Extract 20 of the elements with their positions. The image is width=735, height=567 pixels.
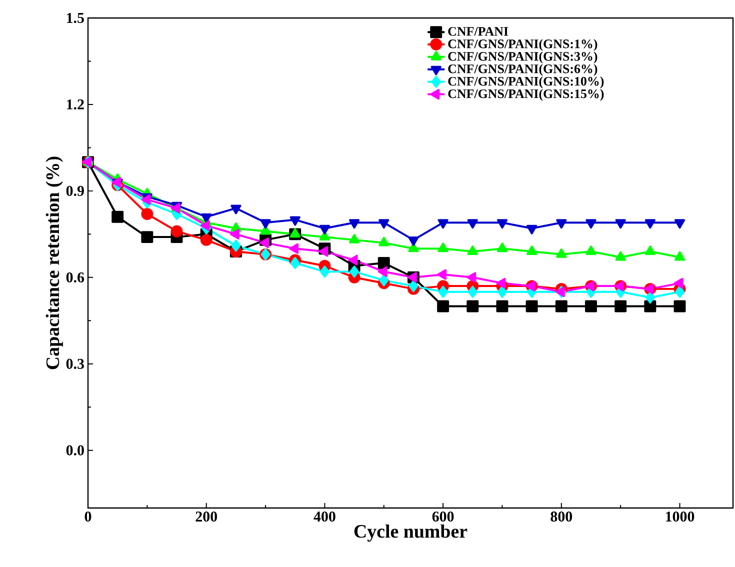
legend-label: CNF/GNS/PANI(GNS:15%) xyxy=(448,89,604,101)
x-tick-label: 600 xyxy=(432,512,454,522)
y-tick-label: 1.5 xyxy=(67,12,84,24)
y-tick-label: 0.0 xyxy=(66,445,84,456)
y-tick-label: 0.9 xyxy=(66,186,84,196)
y-tick-label: 0.3 xyxy=(66,358,84,369)
legend-label: CNF/GNS/PANI(GNS:3%) xyxy=(448,52,598,64)
legend-label: CNF/GNS/PANI(GNS:6%) xyxy=(448,64,598,76)
x-tick-label: 0 xyxy=(84,512,92,522)
y-axis-title: Capacitance retention (%) xyxy=(46,156,63,370)
x-tick-label: 400 xyxy=(314,512,336,522)
legend-label: CNF/GNS/PANI(GNS:1%) xyxy=(448,39,598,51)
x-tick-label: 1000 xyxy=(666,512,694,522)
legend-label: CNF/GNS/PANI(GNS:10%) xyxy=(448,76,604,88)
legend-label: CNF/PANI xyxy=(448,27,508,36)
x-tick-label: 800 xyxy=(550,512,572,522)
y-tick-label: 0.6 xyxy=(66,272,84,282)
x-axis-title: Cycle number xyxy=(354,524,468,542)
x-tick-label: 200 xyxy=(196,512,217,522)
y-tick-label: 1.2 xyxy=(67,99,84,110)
